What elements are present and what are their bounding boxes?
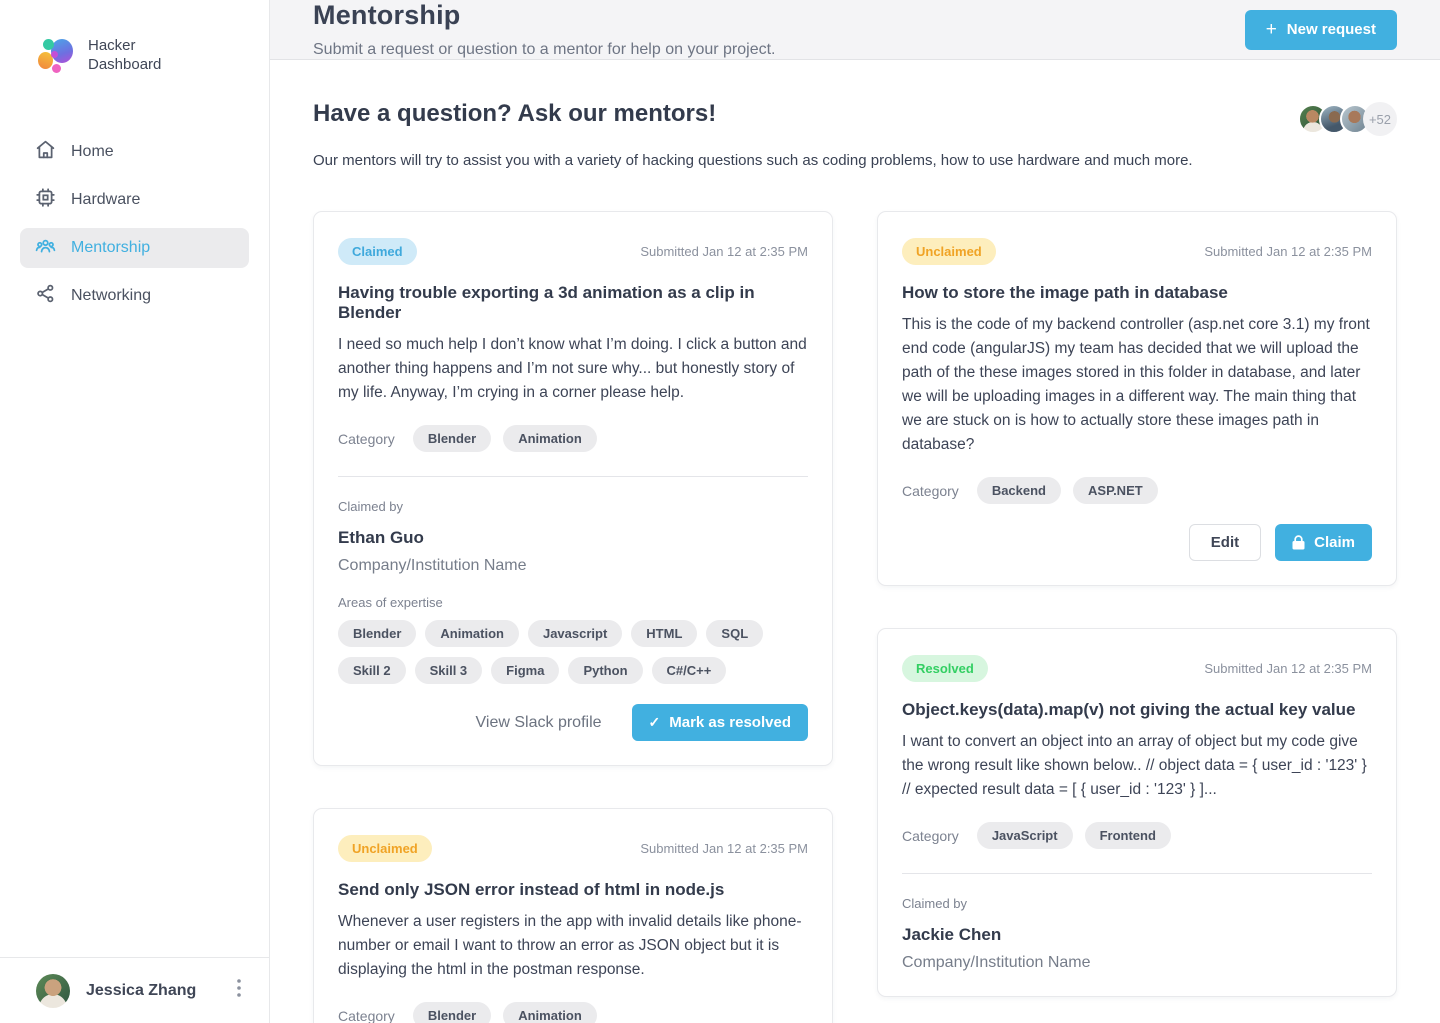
- category-label: Category: [902, 827, 959, 844]
- divider: [338, 476, 808, 477]
- sidebar-item-home[interactable]: Home: [20, 132, 249, 172]
- request-title: Send only JSON error instead of html in …: [338, 880, 725, 899]
- people-icon: [35, 235, 56, 261]
- mentor-count-badge: +52: [1363, 102, 1397, 136]
- lock-icon: [1292, 535, 1305, 550]
- expertise-tag: Javascript: [527, 620, 623, 647]
- plus-icon: +: [1265, 18, 1277, 40]
- expertise-tag: SQL: [706, 620, 764, 647]
- view-slack-profile-link[interactable]: View Slack profile: [475, 713, 602, 731]
- user-menu-kebab-icon[interactable]: [229, 979, 249, 1002]
- status-badge: Claimed: [338, 238, 417, 265]
- status-badge: Unclaimed: [902, 238, 996, 265]
- category-tag: Animation: [503, 1002, 597, 1023]
- expertise-tag: Blender: [338, 620, 417, 647]
- app-logo: Hacker Dashboard: [0, 0, 269, 74]
- category-label: Category: [338, 1007, 395, 1023]
- mentor-name: Jackie Chen: [902, 925, 1002, 944]
- submitted-timestamp: Submitted Jan 12 at 2:35 PM: [1204, 244, 1372, 259]
- app-title: Hacker Dashboard: [88, 37, 162, 73]
- sidebar-item-label: Networking: [71, 287, 152, 304]
- divider: [902, 873, 1372, 874]
- expertise-tag: C#/C++: [651, 657, 727, 684]
- expertise-tags: Blender Animation Javascript HTML SQL Sk…: [338, 620, 808, 684]
- main-area: Mentorship Submit a request or question …: [270, 0, 1440, 1023]
- expertise-tag: Python: [568, 657, 643, 684]
- sidebar-nav: Home Hardware: [0, 132, 269, 316]
- chip-icon: [35, 187, 56, 213]
- status-badge: Resolved: [902, 655, 988, 682]
- request-body: This is the code of my backend controlle…: [902, 316, 1370, 453]
- category-tag: Frontend: [1084, 822, 1171, 849]
- mark-as-resolved-button[interactable]: ✓ Mark as resolved: [631, 704, 808, 741]
- sidebar-item-mentorship[interactable]: Mentorship: [20, 228, 249, 268]
- request-title: Object.keys(data).map(v) not giving the …: [902, 700, 1356, 719]
- mentor-avatar-stack[interactable]: +52: [1298, 102, 1397, 136]
- share-icon: [35, 283, 56, 309]
- request-body: I want to convert an object into an arra…: [902, 733, 1367, 798]
- user-name: Jessica Zhang: [86, 981, 197, 999]
- sidebar: Hacker Dashboard Home Hardware: [0, 0, 270, 1023]
- section-description: Our mentors will try to assist you with …: [313, 152, 1193, 169]
- request-card-unclaimed: Unclaimed Submitted Jan 12 at 2:35 PM Ho…: [877, 211, 1397, 586]
- claimed-by-label: Claimed by: [902, 896, 968, 911]
- hacker-dashboard-logo-icon: [36, 36, 74, 74]
- new-request-button[interactable]: + New request: [1244, 9, 1397, 50]
- request-title: How to store the image path in database: [902, 283, 1228, 302]
- sidebar-user: Jessica Zhang: [0, 957, 269, 1023]
- user-avatar: [36, 973, 70, 1008]
- request-card-claimed: Claimed Submitted Jan 12 at 2:35 PM Havi…: [313, 211, 833, 766]
- request-body: I need so much help I don’t know what I’…: [338, 336, 807, 401]
- sidebar-item-label: Hardware: [71, 191, 141, 208]
- mentor-name: Ethan Guo: [338, 528, 424, 547]
- submitted-timestamp: Submitted Jan 12 at 2:35 PM: [640, 244, 808, 259]
- mentor-company: Company/Institution Name: [902, 954, 1091, 971]
- expertise-tag: Skill 2: [338, 657, 406, 684]
- category-tag: Backend: [976, 477, 1062, 504]
- category-tag: Blender: [412, 425, 492, 452]
- section-heading: Have a question? Ask our mentors!: [313, 100, 717, 127]
- sidebar-item-label: Home: [71, 143, 114, 160]
- sidebar-item-hardware[interactable]: Hardware: [20, 180, 249, 220]
- category-tag: JavaScript: [976, 822, 1073, 849]
- request-card-resolved: Resolved Submitted Jan 12 at 2:35 PM Obj…: [877, 628, 1397, 997]
- category-tag: Blender: [412, 1002, 492, 1023]
- expertise-tag: Skill 3: [414, 657, 483, 684]
- category-label: Category: [338, 430, 395, 447]
- expertise-tag: Animation: [425, 620, 519, 647]
- submitted-timestamp: Submitted Jan 12 at 2:35 PM: [1204, 661, 1372, 676]
- request-title: Having trouble exporting a 3d animation …: [338, 283, 755, 322]
- claimed-by-label: Claimed by: [338, 499, 404, 514]
- edit-button[interactable]: Edit: [1188, 524, 1262, 561]
- status-badge: Unclaimed: [338, 835, 432, 862]
- sidebar-item-networking[interactable]: Networking: [20, 276, 249, 316]
- content: Have a question? Ask our mentors! +52 Ou…: [270, 60, 1440, 1023]
- page-header: Mentorship Submit a request or question …: [270, 0, 1440, 60]
- submitted-timestamp: Submitted Jan 12 at 2:35 PM: [640, 841, 808, 856]
- mentor-company: Company/Institution Name: [338, 557, 527, 574]
- expertise-tag: HTML: [631, 620, 698, 647]
- request-body: Whenever a user registers in the app wit…: [338, 913, 802, 978]
- claim-button[interactable]: Claim: [1275, 524, 1372, 561]
- category-tag: Animation: [503, 425, 597, 452]
- sidebar-item-label: Mentorship: [71, 239, 151, 256]
- request-card-unclaimed: Unclaimed Submitted Jan 12 at 2:35 PM Se…: [313, 808, 833, 1023]
- check-icon: ✓: [648, 714, 661, 730]
- page-title: Mentorship: [313, 0, 461, 30]
- areas-of-expertise-label: Areas of expertise: [338, 595, 443, 610]
- category-tag: ASP.NET: [1073, 477, 1158, 504]
- expertise-tag: Figma: [491, 657, 560, 684]
- home-icon: [35, 139, 56, 165]
- page-subtitle: Submit a request or question to a mentor…: [313, 41, 776, 58]
- category-label: Category: [902, 482, 959, 499]
